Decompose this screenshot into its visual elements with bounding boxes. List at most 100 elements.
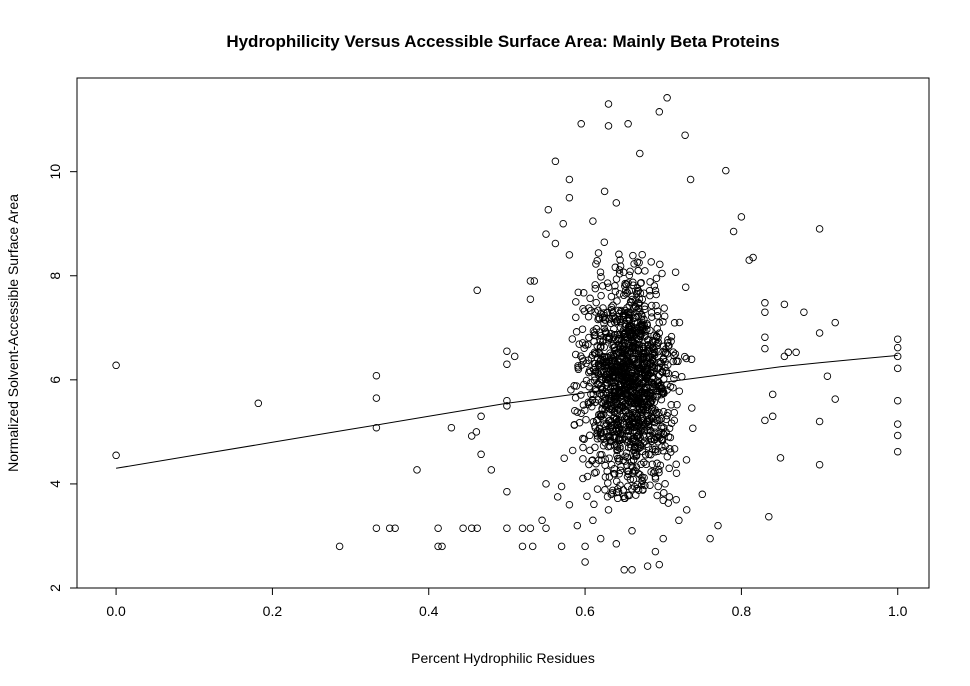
data-point	[893, 335, 902, 343]
data-point	[671, 268, 680, 276]
data-point	[611, 287, 620, 296]
data-point	[669, 348, 678, 356]
data-point	[568, 335, 577, 343]
data-point	[663, 94, 671, 102]
x-tick-label: 0.6	[575, 603, 595, 619]
data-point	[616, 262, 625, 270]
data-point	[612, 540, 621, 548]
data-point	[631, 448, 640, 457]
data-point	[626, 267, 634, 276]
data-point	[641, 451, 650, 459]
data-point	[671, 350, 680, 358]
data-point	[645, 450, 653, 459]
data-point	[646, 435, 655, 444]
data-point	[510, 352, 519, 361]
data-point	[800, 308, 808, 316]
data-point	[585, 333, 593, 342]
data-point	[598, 375, 606, 384]
y-axis-label: Normalized Solvent-Accessible Surface Ar…	[5, 194, 21, 472]
data-point	[633, 396, 642, 405]
data-point	[659, 496, 667, 505]
data-point	[584, 400, 593, 408]
data-point	[636, 149, 644, 158]
data-point	[597, 343, 605, 351]
data-point	[673, 400, 681, 409]
data-point	[622, 280, 631, 289]
data-point	[681, 283, 690, 291]
data-point	[641, 267, 649, 275]
data-point	[630, 358, 638, 366]
data-point	[619, 403, 627, 412]
data-point	[591, 385, 600, 393]
x-tick-label: 0.0	[106, 603, 126, 619]
data-point	[579, 455, 587, 463]
data-point	[647, 468, 655, 476]
data-point	[542, 524, 550, 532]
data-point	[583, 492, 591, 500]
data-point	[604, 432, 612, 441]
data-point	[615, 266, 624, 274]
data-point	[624, 415, 632, 424]
data-point	[654, 482, 662, 491]
data-point	[603, 308, 612, 316]
data-point	[587, 378, 595, 387]
data-point	[653, 307, 662, 315]
data-point	[667, 448, 675, 456]
data-point	[687, 355, 696, 364]
data-point	[612, 199, 621, 207]
data-point	[609, 341, 618, 349]
data-point	[893, 447, 902, 456]
data-point	[590, 500, 598, 509]
data-point	[678, 372, 686, 381]
data-point	[630, 410, 639, 418]
data-point	[473, 524, 481, 532]
data-point	[643, 412, 651, 420]
data-point	[614, 457, 623, 465]
data-point	[438, 542, 446, 551]
data-point	[601, 357, 610, 366]
data-point	[574, 362, 582, 370]
data-point	[660, 489, 668, 497]
data-point	[654, 358, 662, 367]
data-point	[625, 316, 634, 325]
data-point	[660, 424, 668, 432]
data-point	[604, 283, 613, 291]
data-point	[627, 457, 636, 466]
data-point	[372, 371, 381, 380]
data-point	[638, 477, 647, 486]
data-point	[765, 512, 773, 521]
data-point	[601, 405, 609, 414]
data-point	[729, 227, 738, 236]
data-point	[590, 328, 599, 337]
data-point	[680, 352, 689, 361]
data-point	[815, 329, 824, 337]
data-point	[688, 404, 696, 412]
data-point	[761, 333, 769, 341]
data-point	[647, 301, 656, 310]
data-point	[625, 287, 634, 295]
data-point	[589, 217, 597, 225]
data-point	[613, 336, 622, 345]
data-point	[653, 312, 662, 320]
data-point	[622, 390, 630, 399]
data-point	[565, 175, 574, 184]
data-point	[644, 342, 652, 350]
data-point	[589, 516, 597, 525]
data-point	[526, 277, 535, 285]
data-point	[641, 481, 649, 490]
data-point	[592, 349, 600, 358]
x-tick-label: 0.4	[419, 603, 439, 619]
data-point	[572, 298, 580, 306]
data-point	[603, 373, 611, 382]
data-point	[815, 417, 824, 426]
data-point	[661, 358, 669, 366]
data-point	[624, 467, 633, 476]
data-point	[557, 542, 566, 551]
data-point	[619, 268, 628, 277]
data-point	[335, 542, 344, 551]
data-point	[623, 316, 631, 325]
data-point	[646, 432, 654, 440]
data-point	[526, 295, 535, 303]
data-point	[638, 312, 646, 321]
